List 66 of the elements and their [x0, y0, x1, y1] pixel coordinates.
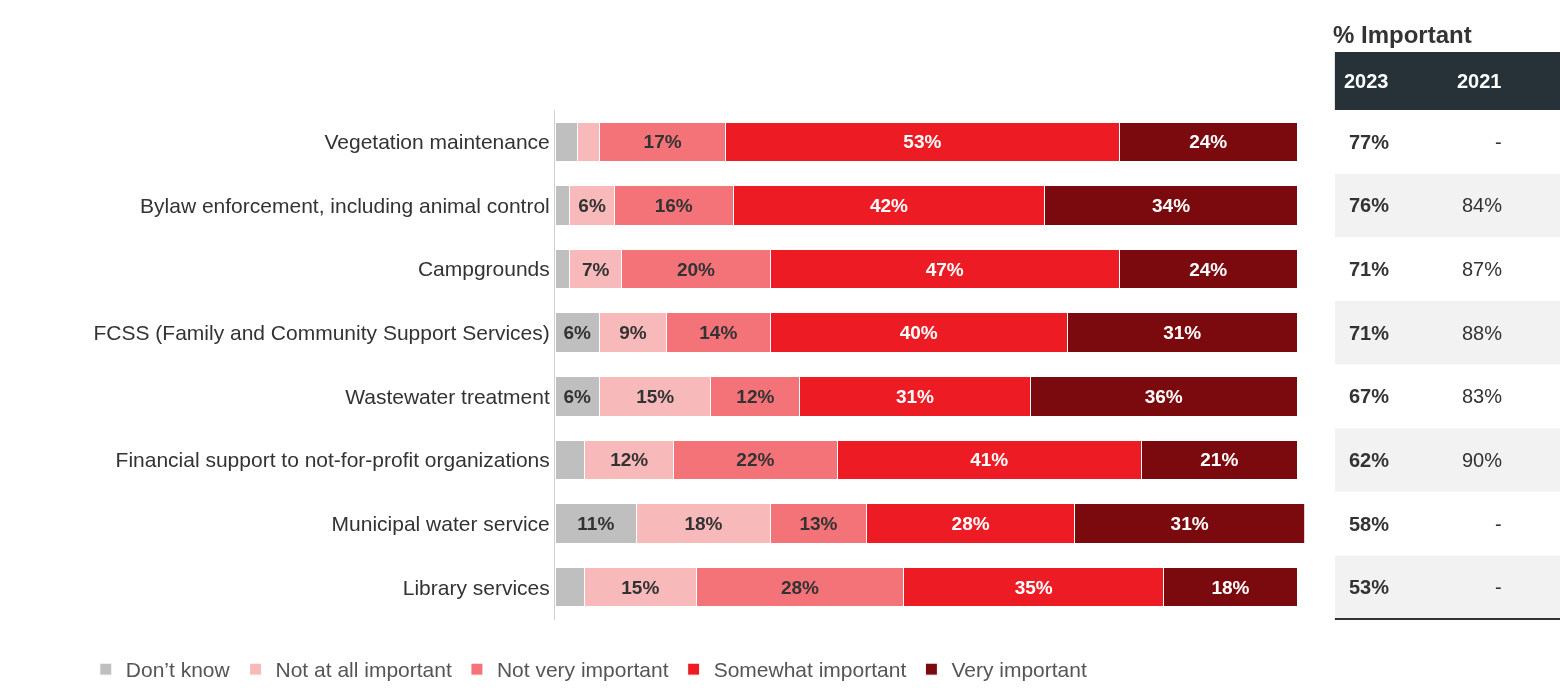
data-label: 16%	[654, 194, 693, 216]
y-tick-label: Wastewater treatment	[345, 384, 550, 408]
text: -	[1495, 513, 1502, 535]
y-tick-label: Municipal water service	[331, 511, 550, 535]
data-label: 35%	[1014, 576, 1053, 598]
data-label: 12%	[736, 385, 775, 407]
data-label: 22%	[736, 449, 775, 471]
legend-label: Not at all important	[275, 658, 452, 682]
text: 71%	[1349, 322, 1390, 344]
data-label: 40%	[899, 322, 938, 344]
text: 76%	[1349, 194, 1390, 216]
text: 88%	[1462, 322, 1503, 344]
data-label: 31%	[1163, 322, 1202, 344]
data-label: 17%	[643, 131, 682, 153]
y-tick-label: Campgrounds	[417, 257, 550, 281]
text: -	[1495, 131, 1502, 153]
data-label: 53%	[903, 131, 942, 153]
data-label: 6%	[563, 385, 592, 407]
text: 84%	[1462, 194, 1503, 216]
data-label: 34%	[1152, 194, 1191, 216]
text: 83%	[1462, 385, 1503, 407]
text: 90%	[1462, 449, 1503, 471]
data-label: 28%	[780, 576, 820, 598]
category-label: 2021	[1457, 70, 1502, 92]
data-label: 9%	[619, 322, 647, 344]
y-tick-label: Bylaw enforcement, including animal control	[140, 193, 550, 217]
legend-label: Not very important	[496, 658, 669, 682]
y-tick-label: Library services	[402, 575, 550, 599]
data-label: 12%	[610, 449, 649, 471]
data-label: 15%	[621, 576, 660, 598]
y-tick-label: Financial support to not-for-profit organizations	[115, 448, 550, 472]
data-label: 36%	[1144, 385, 1183, 407]
data-label: 28%	[951, 513, 990, 535]
legend-label: Don’t know	[125, 658, 231, 682]
data-label: 6%	[578, 194, 606, 216]
data-label: 18%	[684, 513, 723, 535]
data-label: 41%	[970, 449, 1009, 471]
data-label: 42%	[869, 194, 909, 216]
data-label: 14%	[699, 322, 738, 344]
category-label: 2023	[1344, 70, 1389, 92]
text: 62%	[1349, 449, 1390, 471]
data-label: 21%	[1200, 449, 1239, 471]
text: 71%	[1349, 258, 1390, 280]
data-label: 6%	[563, 322, 592, 344]
data-label: 18%	[1211, 576, 1250, 598]
data-label: 20%	[676, 258, 716, 280]
data-label: 13%	[799, 513, 838, 535]
data-label: 31%	[1170, 513, 1209, 535]
data-label: 24%	[1189, 131, 1228, 153]
text: 53%	[1349, 576, 1390, 598]
data-label: 24%	[1189, 258, 1228, 280]
data-label: 31%	[895, 385, 935, 407]
text: -	[1495, 576, 1502, 598]
text: 58%	[1349, 513, 1390, 535]
text: 87%	[1462, 258, 1503, 280]
legend-label: Very important	[951, 658, 1087, 682]
data-label: 7%	[582, 258, 610, 280]
data-label: 47%	[925, 258, 964, 280]
text: 77%	[1349, 131, 1390, 153]
data-label: 15%	[636, 385, 675, 407]
legend-label: Somewhat important	[713, 658, 907, 682]
y-tick-label: FCSS (Family and Community Support Services)	[93, 321, 550, 345]
y-tick-label: Vegetation maintenance	[324, 130, 550, 154]
text: % Important	[1333, 21, 1472, 48]
text: 67%	[1349, 385, 1390, 407]
data-label: 11%	[577, 513, 615, 535]
